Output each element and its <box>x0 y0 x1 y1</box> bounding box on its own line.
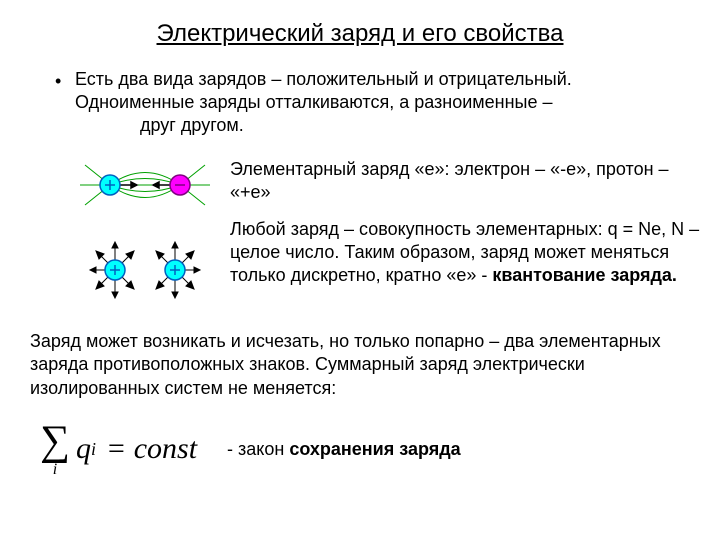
diagram-attraction <box>65 150 225 220</box>
formula-row: ∑ i qi = const - закон сохранения заряда <box>40 420 461 478</box>
formula-q-sub: i <box>91 439 96 460</box>
para-elementary-charge: Элементарный заряд «е»: электрон – «-е»,… <box>230 158 700 204</box>
law-bold: сохранения заряда <box>289 439 460 459</box>
bullet-point: • Есть два вида зарядов – положительный … <box>0 68 720 115</box>
bullet-text: Есть два вида зарядов – положительный и … <box>75 69 572 112</box>
para-quantization-b: квантование заряда. <box>492 265 677 285</box>
sigma-sub: i <box>53 462 57 478</box>
formula-equals: = const <box>106 432 197 466</box>
law-label: - закон сохранения заряда <box>227 439 461 460</box>
para-conservation: Заряд может возникать и исчезать, но тол… <box>30 330 710 400</box>
law-label-text: - закон <box>227 439 289 459</box>
diagram-repulsion <box>65 230 225 310</box>
para-quantization: Любой заряд – совокупность элементарных:… <box>230 218 700 287</box>
sigma-icon: ∑ <box>40 420 70 462</box>
formula-q: q <box>76 432 91 466</box>
page-title: Электрический заряд и его свойства <box>0 0 720 68</box>
formula-sum: ∑ i qi = const <box>40 420 197 478</box>
bullet-marker: • <box>55 70 61 93</box>
bullet-fragment: друг другом. <box>0 115 720 136</box>
